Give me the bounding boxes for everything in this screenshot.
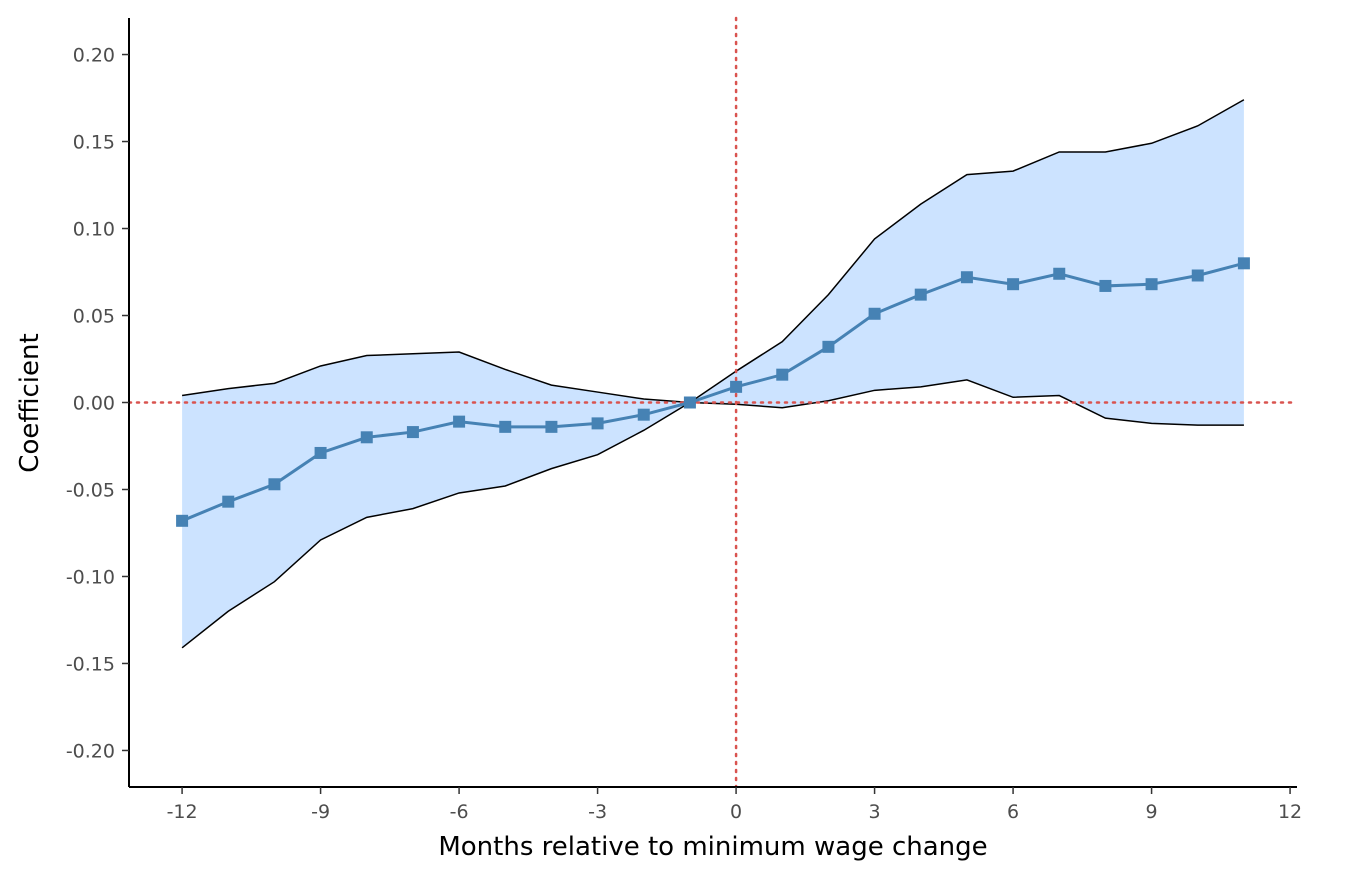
y-tick-label: -0.10: [66, 566, 115, 588]
x-axis-title: Months relative to minimum wage change: [438, 832, 987, 862]
coefficient-line: [181, 261, 1245, 523]
y-tick-label: -0.15: [66, 653, 115, 675]
x-tick-label: 0: [730, 801, 742, 823]
data-point: [868, 307, 881, 320]
ci-upper-line: [181, 99, 1245, 404]
data-point: [1007, 278, 1020, 291]
data-point: [453, 415, 466, 428]
y-tick-label: 0.05: [73, 306, 115, 328]
data-point: [960, 271, 973, 284]
y-axis-title: Coefficient: [15, 333, 45, 472]
x-tick-label: 6: [1007, 801, 1019, 823]
y-tick-label: 0.20: [73, 45, 115, 67]
data-point: [776, 368, 789, 381]
data-point: [222, 495, 235, 508]
data-point: [822, 340, 835, 353]
y-tick-label: 0.00: [73, 393, 115, 415]
data-point: [360, 431, 373, 444]
data-point: [1237, 257, 1250, 270]
data-point: [499, 420, 512, 433]
data-point: [683, 396, 696, 409]
y-tick-label: -0.20: [66, 740, 115, 762]
data-point: [268, 478, 281, 491]
x-tick-label: -12: [167, 801, 198, 823]
confidence-ribbon: [182, 99, 1244, 648]
data-point: [914, 288, 927, 301]
x-tick-label: -3: [588, 801, 607, 823]
data-point: [1099, 279, 1112, 292]
data-point: [176, 514, 189, 527]
x-tick-label: 9: [1146, 801, 1158, 823]
data-point: [545, 420, 558, 433]
y-tick-label: 0.15: [73, 132, 115, 154]
x-tick-label: 3: [869, 801, 881, 823]
data-point: [730, 380, 743, 393]
x-tick-label: -6: [450, 801, 469, 823]
data-point: [406, 426, 419, 439]
x-tick-label: -9: [311, 801, 330, 823]
data-point: [1145, 278, 1158, 291]
data-point: [1191, 269, 1204, 282]
x-tick-label: 12: [1278, 801, 1302, 823]
data-point: [1053, 267, 1066, 280]
data-point: [637, 408, 650, 421]
y-tick-label: 0.10: [73, 219, 115, 241]
data-point: [314, 446, 327, 459]
y-tick-label: -0.05: [66, 479, 115, 501]
data-point: [591, 417, 604, 430]
